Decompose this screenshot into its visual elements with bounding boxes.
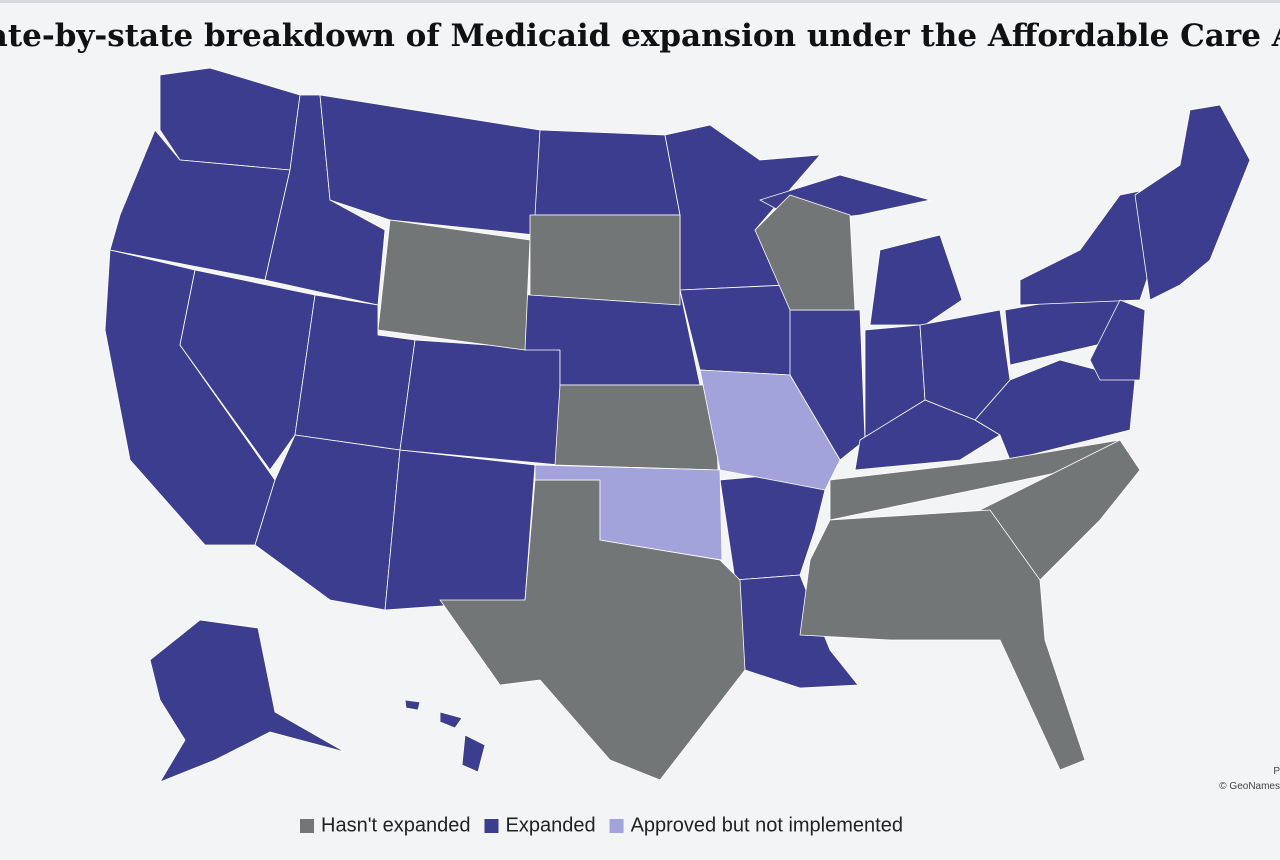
state (179, 269, 316, 471)
state (149, 619, 346, 783)
state (529, 214, 681, 306)
state (974, 359, 1136, 461)
legend-label: Approved but not implemented (631, 814, 903, 836)
attribution: © GeoNames (1219, 781, 1280, 792)
state (404, 699, 421, 711)
state (799, 509, 1086, 771)
state (534, 129, 681, 216)
legend-swatch (484, 819, 499, 833)
state (869, 234, 963, 326)
legend-swatch (609, 819, 624, 833)
state (399, 339, 561, 466)
legend-swatch (300, 819, 314, 833)
state (754, 194, 856, 311)
state (384, 449, 536, 611)
state (554, 384, 719, 471)
legend: Hasn't expanded Expanded Approved but not … (300, 814, 903, 836)
map-title: State-by-state breakdown of Medicaid exp… (0, 18, 1280, 54)
state (319, 94, 541, 236)
state (461, 734, 486, 773)
state (377, 219, 531, 351)
state (699, 369, 841, 491)
state (1134, 104, 1251, 301)
legend-label: Expanded (505, 814, 595, 836)
states (104, 67, 1251, 783)
state (1089, 299, 1146, 381)
legend-label: Hasn't expanded (321, 814, 470, 836)
attribution: P (1273, 766, 1280, 777)
state (534, 464, 723, 561)
state (439, 711, 463, 729)
